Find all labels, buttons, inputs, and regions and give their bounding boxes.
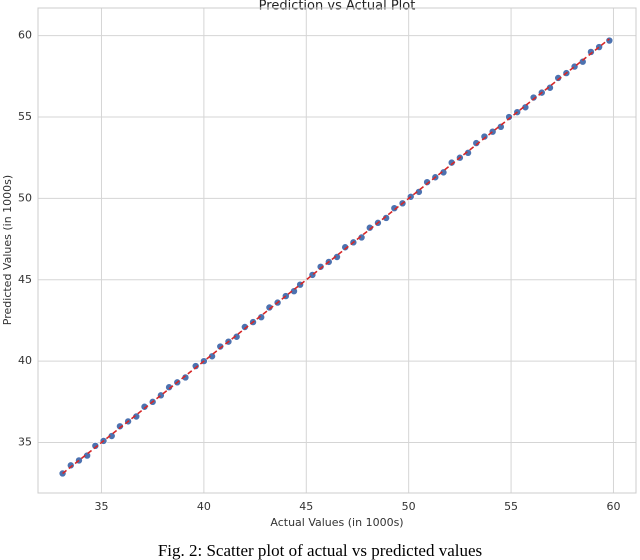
x-tick-label: 35 <box>94 500 108 513</box>
x-tick-label: 40 <box>197 500 211 513</box>
point <box>91 441 100 450</box>
point <box>257 313 266 322</box>
point <box>216 342 225 351</box>
point <box>115 422 124 431</box>
point <box>83 451 92 460</box>
chart-title: Prediction vs Actual Plot <box>259 0 416 14</box>
point <box>447 158 456 167</box>
point <box>464 148 473 157</box>
point <box>390 204 399 213</box>
point <box>357 233 366 242</box>
point <box>423 178 432 187</box>
point <box>496 122 505 131</box>
point <box>554 73 563 82</box>
point <box>232 332 241 341</box>
y-tick-label: 35 <box>18 436 32 449</box>
point <box>208 352 217 361</box>
point <box>578 57 587 66</box>
y-tick-label: 60 <box>18 29 32 42</box>
point <box>132 412 141 421</box>
y-tick-label: 50 <box>18 191 32 204</box>
point <box>529 93 538 102</box>
y-axis-label: Predicted Values (in 1000s) <box>1 175 14 325</box>
point <box>472 139 481 148</box>
point <box>439 168 448 177</box>
plot-frame <box>37 7 637 494</box>
x-tick-label: 60 <box>606 500 620 513</box>
point <box>605 36 614 45</box>
point <box>191 362 200 371</box>
point <box>181 373 190 382</box>
reference-line <box>62 38 610 475</box>
caption: Fig. 2: Scatter plot of actual vs predic… <box>158 541 482 560</box>
x-tick-label: 50 <box>402 500 416 513</box>
point <box>140 402 149 411</box>
point <box>382 213 391 222</box>
y-tick-label: 45 <box>18 273 32 286</box>
x-axis-label: Actual Values (in 1000s) <box>270 516 403 529</box>
point <box>505 113 514 122</box>
point <box>240 322 249 331</box>
x-tick-label: 55 <box>504 500 518 513</box>
point <box>165 383 174 392</box>
point <box>480 132 489 141</box>
x-tick-label: 45 <box>299 500 313 513</box>
point <box>265 303 274 312</box>
point <box>586 47 595 56</box>
point <box>332 253 341 262</box>
point <box>365 223 374 232</box>
point <box>289 287 298 296</box>
point <box>545 83 554 92</box>
point <box>66 461 75 470</box>
point <box>521 103 530 112</box>
point <box>341 243 350 252</box>
point <box>107 432 116 441</box>
y-tick-label: 40 <box>18 354 32 367</box>
point <box>316 262 325 271</box>
y-tick-label: 55 <box>18 110 32 123</box>
point <box>414 187 423 196</box>
